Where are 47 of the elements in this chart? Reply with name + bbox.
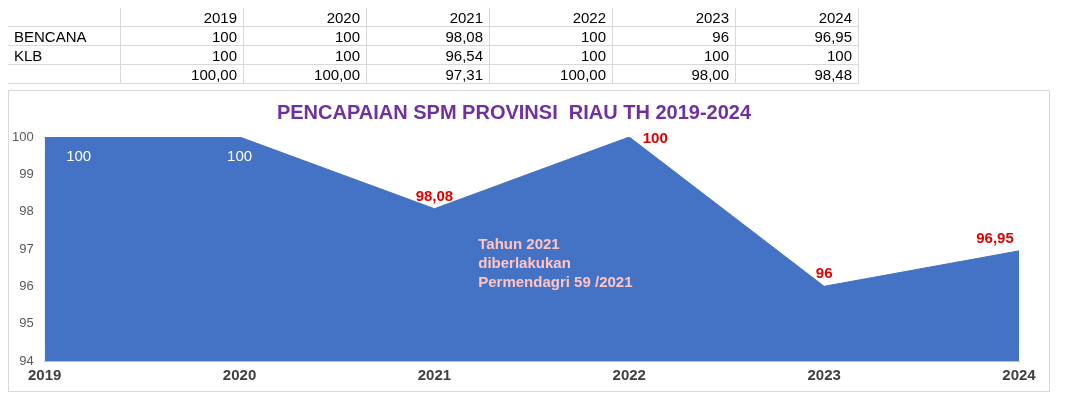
chart-title: PENCAPAIAN SPM PROVINSI RIAU TH 2019-2024: [276, 100, 752, 123]
data-label: 98,08: [415, 186, 454, 204]
data-label: 97,31: [366, 64, 490, 84]
x-tick-label: 2020: [222, 366, 257, 384]
data-label: 100: [735, 45, 859, 65]
data-label: 96: [815, 264, 833, 282]
data-label: 100: [489, 26, 613, 46]
data-label: 100: [243, 26, 367, 46]
data-label: 100,00: [489, 64, 613, 84]
y-tick-label: BENCANA: [8, 26, 121, 46]
data-label: 100: [489, 45, 613, 65]
data-label: 96,95: [735, 26, 859, 46]
data-label: 98,00: [612, 64, 736, 84]
x-tick-label: 2024: [735, 8, 859, 27]
data-label: 96,54: [366, 45, 490, 65]
x-tick-label: 2021: [366, 8, 490, 27]
y-tick-label: 99: [19, 165, 34, 181]
y-tick-label: KLB: [8, 45, 121, 65]
data-label: 100: [66, 147, 92, 164]
data-label: 100: [642, 129, 668, 146]
x-tick-label: 2019: [120, 8, 244, 27]
y-tick-label: 96: [19, 277, 34, 293]
x-tick-label: 2020: [243, 8, 367, 27]
x-tick-label: 2022: [489, 8, 613, 27]
data-label: 100,00: [243, 64, 367, 84]
data-label: 100: [120, 45, 244, 65]
y-tick-label: 97: [19, 240, 34, 256]
y-tick-label: 98: [19, 203, 34, 219]
data-label: 100,00: [120, 64, 244, 84]
y-tick-label: 94: [19, 352, 34, 368]
x-tick-label: 2019: [28, 366, 62, 384]
y-tick-label: 100: [11, 128, 34, 144]
x-tick-label: 2023: [807, 366, 841, 384]
data-label: 100: [243, 45, 367, 65]
data-label: 96,95: [976, 228, 1014, 246]
data-label: 98,48: [735, 64, 859, 84]
data-label: 96: [612, 26, 736, 46]
data-label: 100: [227, 147, 253, 164]
data-label: 100: [120, 26, 244, 46]
data-label: 100: [612, 45, 736, 65]
x-tick-label: 2024: [1002, 366, 1037, 384]
y-tick-label: 95: [19, 315, 34, 331]
x-tick-label: 2021: [417, 366, 452, 384]
data-label: 98,08: [366, 26, 490, 46]
annotation: Tahun 2021 diberlakukan Permendagri 59 /2021: [478, 235, 633, 290]
x-tick-label: 2023: [612, 8, 736, 27]
x-tick-label: 2022: [612, 366, 646, 384]
